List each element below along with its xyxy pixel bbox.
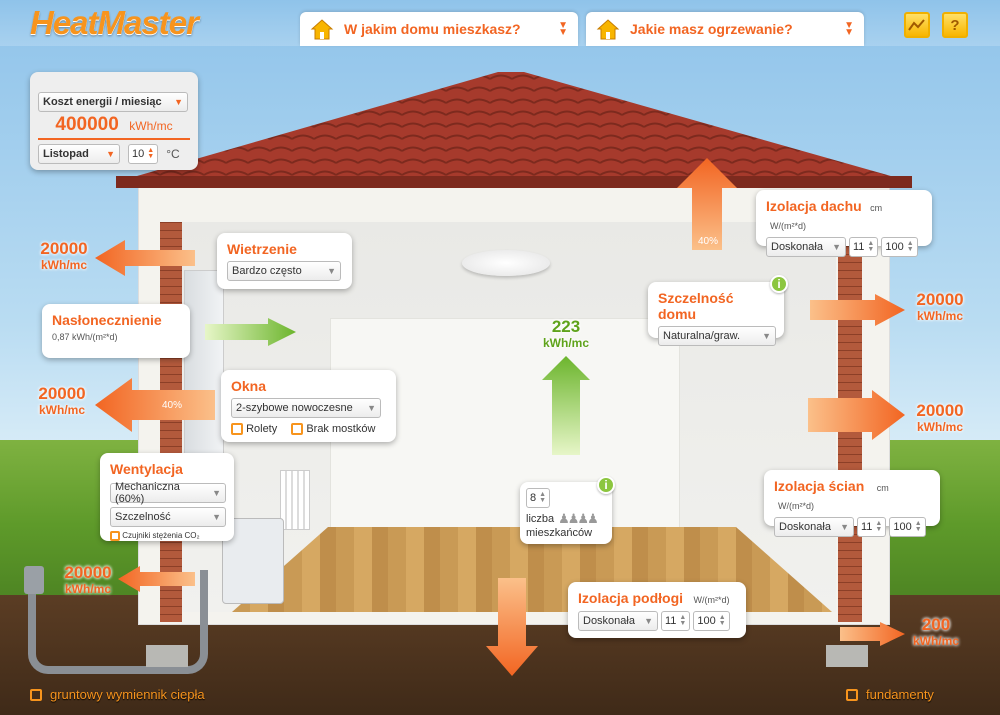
house-icon: [310, 19, 334, 40]
blinds-checkbox[interactable]: Rolety: [231, 423, 277, 436]
info-icon[interactable]: i: [597, 476, 615, 494]
residents-stepper[interactable]: 8 ▲ ▼: [526, 488, 551, 508]
help-icon[interactable]: ?: [942, 12, 968, 38]
energy-mode-select[interactable]: Koszt energii / miesiąc ▼: [38, 92, 188, 112]
energy-value: 400000 kWh/mc: [38, 114, 190, 140]
roof-unit-cm: cm: [870, 203, 883, 213]
ground-exchange-value: 20000 kWh/mc: [64, 563, 112, 596]
residents-label: liczba: [526, 513, 555, 525]
chevron-down-icon: ▼ ▼: [844, 20, 854, 38]
tab-heating-type[interactable]: Jakie masz ogrzewanie? ▼ ▼: [586, 12, 864, 46]
wall-unit-cm: cm: [876, 483, 889, 493]
window-loss-pct: 40%: [162, 400, 183, 411]
windows-select[interactable]: 2-szybowe nowoczesne ▼: [231, 398, 381, 418]
wall-loss-value-1: 20000 kWh/mc: [916, 290, 964, 323]
mech-vent-title: Wentylacja: [110, 461, 183, 477]
roof-insulation-title: Izolacja dachu: [766, 198, 862, 214]
arrow-wall-right-2: [808, 390, 905, 440]
windows-title: Okna: [231, 378, 267, 394]
airtightness-panel: Szczelność domu Naturalna/graw. ▼: [648, 282, 784, 346]
wall-quality-select[interactable]: Doskonała ▼: [774, 517, 854, 537]
vent-type-select[interactable]: Mechaniczna (60%) ▼: [110, 481, 226, 505]
radiator: [280, 470, 310, 530]
floor-quality-select[interactable]: Doskonała ▼: [578, 611, 658, 631]
mech-vent-panel: Wentylacja Mechaniczna (60%) ▼ Szczelność…: [100, 453, 234, 541]
co2-sensor-checkbox[interactable]: Czujniki stężenia CO₂: [110, 531, 224, 541]
ground-heat-exchanger-pipe: [28, 570, 208, 674]
house-icon: [596, 19, 620, 40]
vent-tightness-select[interactable]: Szczelność ▼: [110, 507, 226, 527]
arrow-ground-left: [118, 566, 195, 592]
people-icon: ♟♟♟♟: [558, 511, 599, 526]
ground-exchanger-option[interactable]: gruntowy wymiennik ciepła: [30, 687, 205, 702]
foundation-left: [146, 645, 188, 667]
insolation-title: Nasłonecznienie: [52, 312, 162, 328]
roof-insulation-panel: Izolacja dachu cm W/(m²*d) Doskonała ▼ 11…: [756, 190, 932, 257]
floor-insulation-panel: Izolacja podłogi W/(m²*d) Doskonała ▼ 11 ▲…: [568, 582, 746, 638]
no-bridges-checkbox[interactable]: Brak mostków: [291, 423, 375, 436]
internal-gain-value: 223 kWh/mc: [542, 317, 589, 350]
wall-insulation-panel: Izolacja ścian cm W/(m²*d) Doskonała ▼ 11…: [764, 470, 940, 537]
airing-panel: Wietrzenie Bardzo często ▼: [217, 233, 352, 289]
app-logo: HeatMaster: [30, 4, 199, 41]
arrow-internal-up: [542, 356, 590, 455]
month-select[interactable]: Listopad ▼: [38, 144, 120, 164]
arrow-wall-right-1: [810, 294, 905, 326]
foundation-right: [826, 645, 868, 667]
window: [184, 270, 224, 470]
wall-unit-w: W/(m²*d): [778, 501, 814, 511]
tab-label: Jakie masz ogrzewanie?: [630, 21, 793, 37]
floor-insulation-title: Izolacja podłogi: [578, 590, 684, 606]
roof-cm-stepper[interactable]: 11 ▲ ▼: [849, 237, 879, 257]
airtightness-select[interactable]: Naturalna/graw. ▼: [658, 326, 776, 346]
floor-cm-stepper[interactable]: 11 ▲ ▼: [661, 611, 691, 631]
roof-quality-select[interactable]: Doskonała ▼: [766, 237, 846, 257]
residents-label-2: mieszkańców: [526, 527, 593, 539]
arrow-window-left: [95, 378, 215, 432]
chevron-down-icon: ▼ ▼: [558, 20, 568, 38]
wall-cm-stepper[interactable]: 11 ▲ ▼: [857, 517, 887, 537]
arrow-roof-up: [677, 158, 737, 250]
residents-panel: 8 ▲ ▼ liczba ♟♟♟♟ mieszkańców: [520, 482, 612, 544]
roof-loss-pct: 40%: [698, 236, 719, 247]
roof-w-stepper[interactable]: 100 ▲ ▼: [881, 237, 918, 257]
foundations-option[interactable]: fundamenty: [846, 687, 934, 702]
arrow-foundation-right: [840, 622, 905, 646]
airtightness-title: Szczelność domu: [658, 290, 734, 322]
pipe-intake: [24, 566, 44, 594]
wall-insulation-title: Izolacja ścian: [774, 478, 865, 494]
floor-w-stepper[interactable]: 100 ▲ ▼: [693, 611, 730, 631]
wall-loss-value-2: 20000 kWh/mc: [916, 401, 964, 434]
arrow-sun-right: [205, 318, 296, 346]
airing-select[interactable]: Bardzo często ▼: [227, 261, 341, 281]
energy-summary-panel: Koszt energii / miesiąc ▼ 400000 kWh/mc L…: [30, 72, 198, 170]
info-icon[interactable]: i: [770, 275, 788, 293]
airing-title: Wietrzenie: [227, 241, 297, 257]
wall-w-stepper[interactable]: 100 ▲ ▼: [889, 517, 926, 537]
insolation-panel: Nasłonecznienie 0,87 kWh/(m²*d): [42, 304, 190, 358]
windows-panel: Okna 2-szybowe nowoczesne ▼ Rolety Brak m…: [221, 370, 396, 442]
tab-house-type[interactable]: W jakim domu mieszkasz? ▼ ▼: [300, 12, 578, 46]
temperature-unit: °C: [166, 147, 180, 161]
arrow-floor-down: [486, 578, 538, 676]
ceiling-lamp: [462, 250, 550, 276]
window-loss-value: 20000 kWh/mc: [38, 384, 86, 417]
vent-loss-value: 20000 kWh/mc: [40, 239, 88, 272]
temperature-stepper[interactable]: 10 ▲ ▼: [128, 144, 159, 164]
tab-label: W jakim domu mieszkasz?: [344, 21, 521, 37]
foundation-loss-value: 200 kWh/mc: [912, 615, 959, 648]
floor-unit-w: W/(m²*d): [693, 595, 730, 605]
arrow-vent-left: [95, 240, 195, 276]
roof-unit-w: W/(m²*d): [770, 221, 806, 231]
chart-icon[interactable]: [904, 12, 930, 38]
insolation-value: 0,87 kWh/(m²*d): [52, 332, 118, 342]
